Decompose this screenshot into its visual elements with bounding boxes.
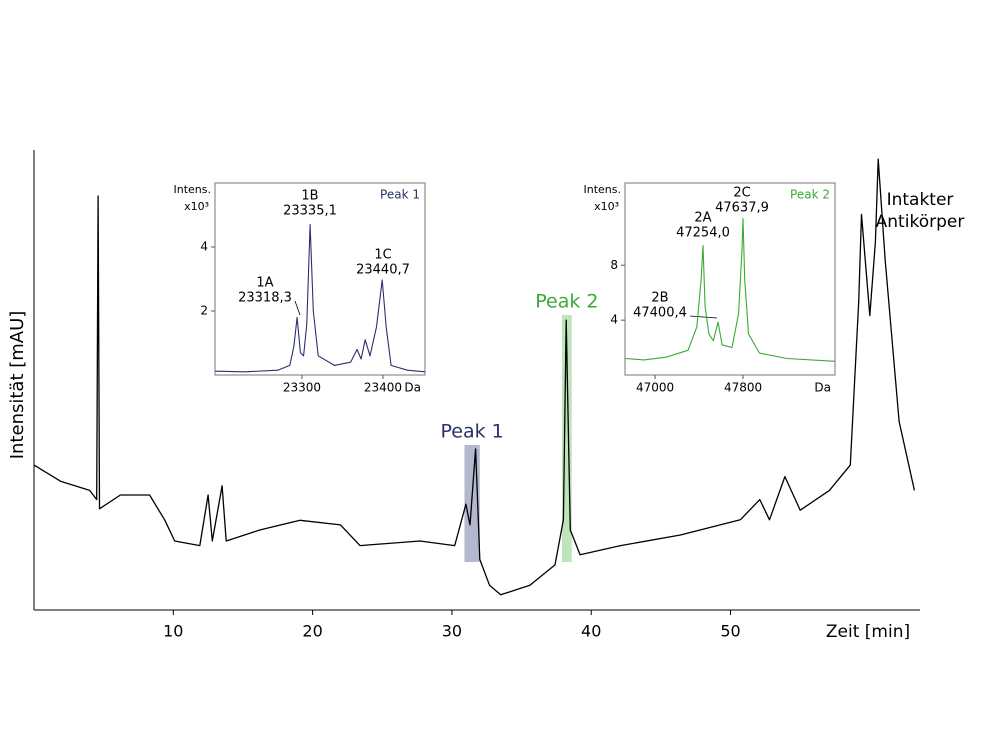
peak-name: 2A xyxy=(694,211,711,226)
leader-line xyxy=(294,300,301,316)
peak-mass: 23335,1 xyxy=(283,204,337,219)
y-axis-label: Intens. xyxy=(174,183,212,196)
peak-highlight xyxy=(561,315,572,562)
x-axis-label: Zeit [min] xyxy=(826,622,910,642)
inset-frame xyxy=(624,182,836,376)
x-tick-label: 47800 xyxy=(724,381,762,395)
peak-mass: 23318,3 xyxy=(238,291,292,306)
data-line xyxy=(624,218,836,362)
y-tick-label: 4 xyxy=(610,313,618,327)
peak-label: Peak 1 xyxy=(440,421,503,443)
leader-line xyxy=(689,315,718,319)
y-tick-label: 4 xyxy=(200,240,208,254)
annotation: Antikörper xyxy=(876,212,965,232)
x-tick-label: 23400 xyxy=(364,381,402,395)
y-axis-label: Intens. xyxy=(584,183,622,196)
peak-name: 1C xyxy=(374,248,391,263)
y-tick-label: 8 xyxy=(610,258,618,272)
x-tick-label: 47000 xyxy=(636,381,674,395)
peak-mass: 47400,4 xyxy=(633,306,687,321)
y-axis-label: Intensität [mAU] xyxy=(7,311,28,460)
y-axis-unit: x10³ xyxy=(184,200,209,213)
peak-label: Peak 2 xyxy=(535,291,598,313)
x-tick-label: 40 xyxy=(581,622,601,641)
peak-name: 1A xyxy=(256,276,273,291)
peak-mass: 47254,0 xyxy=(676,226,730,241)
data-line xyxy=(215,224,426,373)
peak-name: 2C xyxy=(733,186,750,201)
x-tick-label: 23300 xyxy=(283,381,321,395)
x-axis-label: Da xyxy=(404,381,421,395)
y-axis-unit: x10³ xyxy=(594,200,619,213)
x-tick-label: 20 xyxy=(302,622,322,641)
peak-mass: 47637,9 xyxy=(715,201,769,216)
inset-title: Peak 1 xyxy=(380,188,420,202)
peak-name: 1B xyxy=(301,189,318,204)
x-tick-label: 10 xyxy=(163,622,183,641)
inset-frame xyxy=(214,182,426,376)
x-tick-label: 30 xyxy=(442,622,462,641)
annotation: Intakter xyxy=(887,190,954,210)
peak-mass: 23440,7 xyxy=(356,263,410,278)
x-axis-label: Da xyxy=(814,381,831,395)
inset-title: Peak 2 xyxy=(790,188,830,202)
data-line xyxy=(33,158,916,596)
peak-name: 2B xyxy=(651,291,668,306)
x-tick-label: 50 xyxy=(720,622,740,641)
y-tick-label: 2 xyxy=(200,304,208,318)
